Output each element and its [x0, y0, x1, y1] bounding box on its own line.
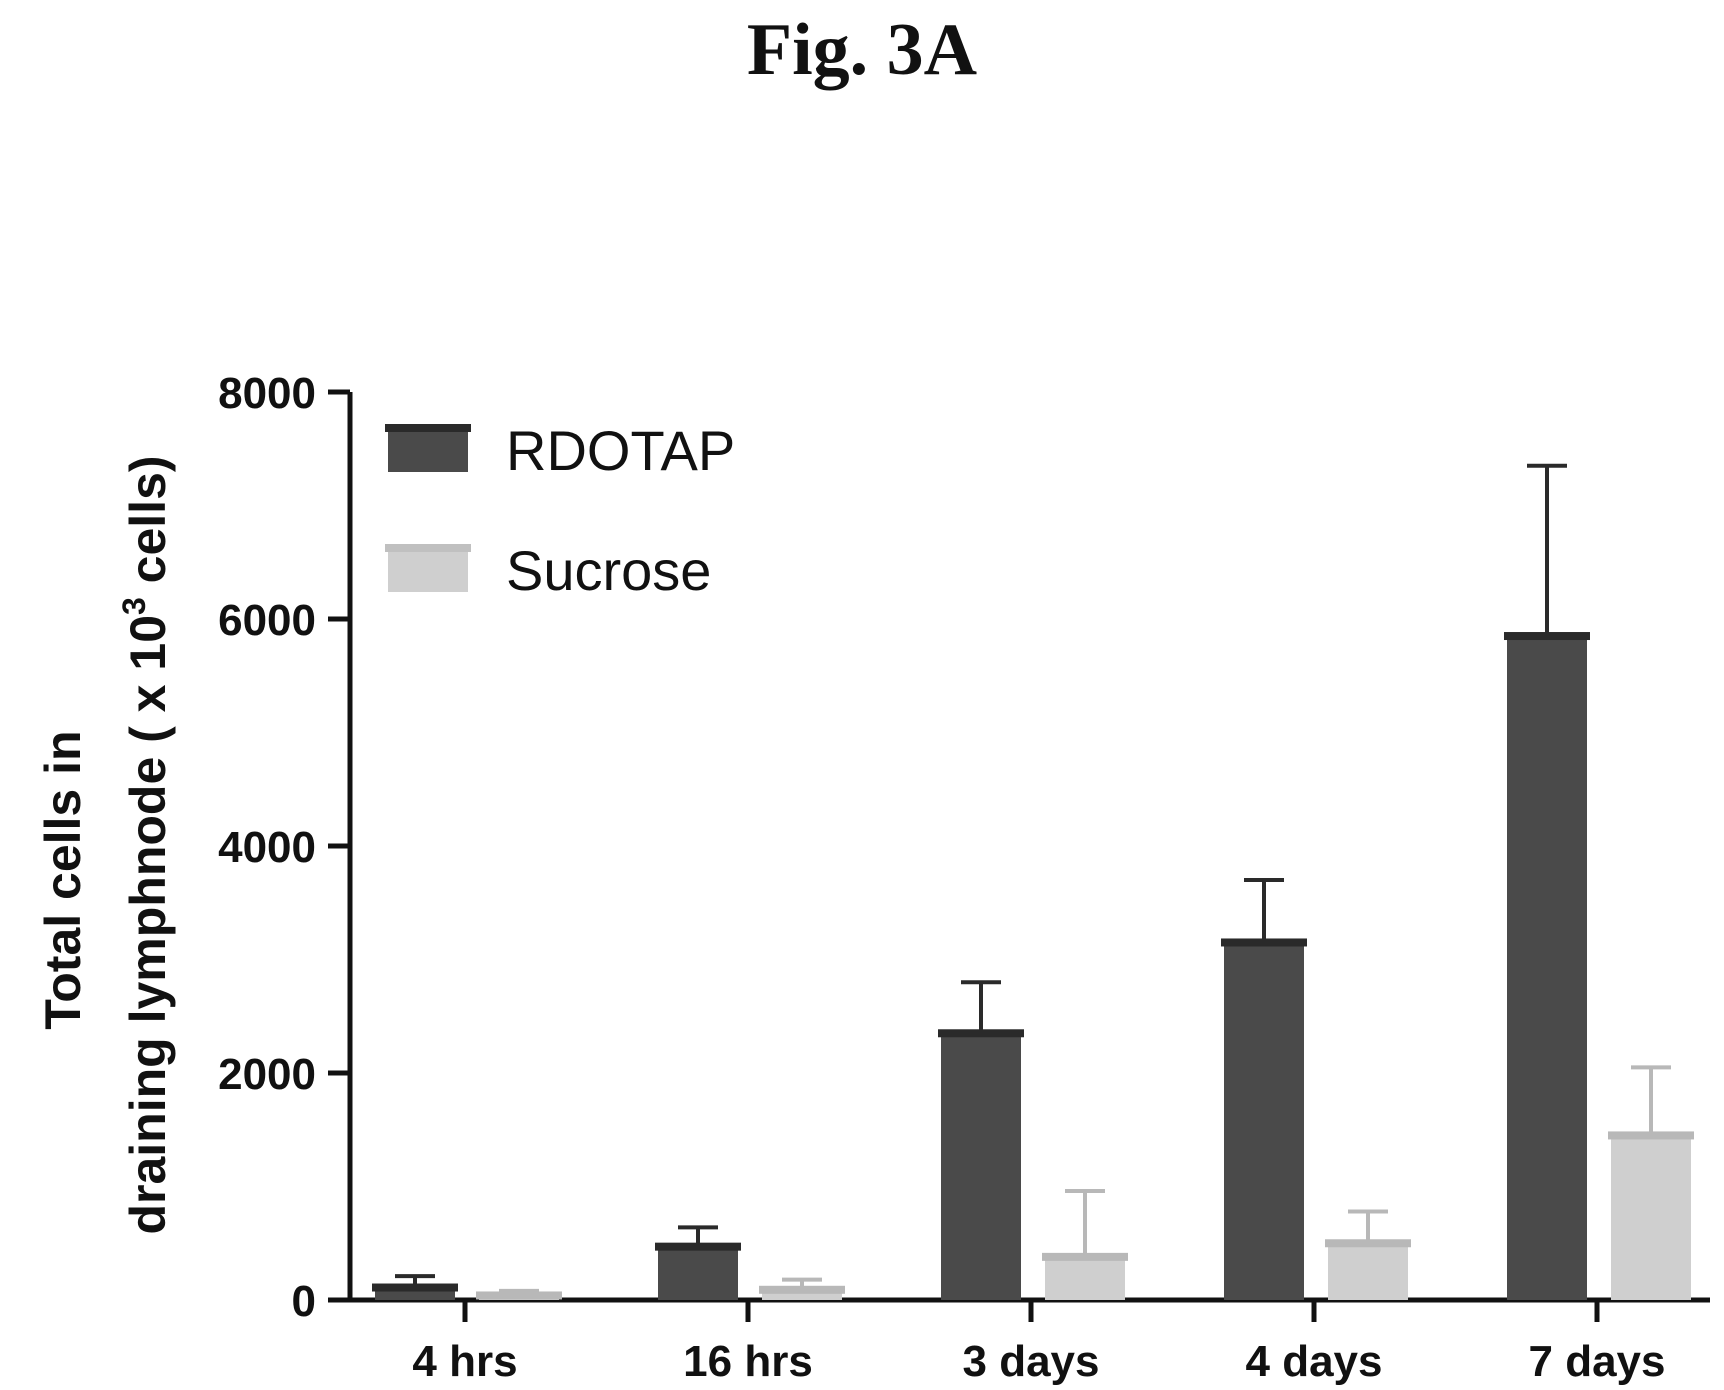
y-tick-label: 0 — [292, 1277, 316, 1326]
bar-rdotap — [1224, 942, 1304, 1300]
legend-swatch-cap — [385, 424, 471, 432]
axis-labels: 0 2000 4000 6000 8000 4 hrs 16 hrs 3 days 4 days… — [35, 369, 1665, 1386]
bar-sucrose — [1045, 1256, 1125, 1300]
legend-swatch-sucrose — [388, 548, 468, 592]
bar-rdotap — [658, 1246, 738, 1300]
x-tick-label: 7 days — [1529, 1337, 1666, 1386]
bar-sucrose — [1611, 1135, 1691, 1300]
axes — [328, 389, 1710, 1322]
x-tick-label: 16 hrs — [683, 1337, 813, 1386]
y-axis-title: Total cells in draining lymphnode ( x 103… — [35, 455, 176, 1234]
x-tick-label: 4 hrs — [412, 1337, 517, 1386]
legend-swatch-rdotap — [388, 428, 468, 472]
y-tick-label: 4000 — [218, 823, 316, 872]
legend: RDOTAP Sucrose — [385, 419, 735, 602]
bar-sucrose — [1328, 1243, 1408, 1300]
bar-rdotap — [941, 1033, 1021, 1300]
bars — [372, 463, 1694, 1300]
y-tick-label: 2000 — [218, 1050, 316, 1099]
figure-title: Fig. 3A — [746, 9, 978, 91]
bar-sucrose — [762, 1289, 842, 1300]
legend-swatch-cap — [385, 544, 471, 552]
y-axis-title-line1: Total cells in — [35, 730, 91, 1029]
legend-label-sucrose: Sucrose — [506, 539, 711, 602]
y-tick-label: 6000 — [218, 596, 316, 645]
legend-label-rdotap: RDOTAP — [506, 419, 735, 482]
x-tick-label: 3 days — [963, 1337, 1100, 1386]
bar-rdotap — [1507, 636, 1587, 1300]
y-tick-label: 8000 — [218, 369, 316, 418]
y-axis-title-line2: draining lymphnode ( x 103 cells) — [116, 455, 176, 1234]
x-tick-label: 4 days — [1246, 1337, 1383, 1386]
